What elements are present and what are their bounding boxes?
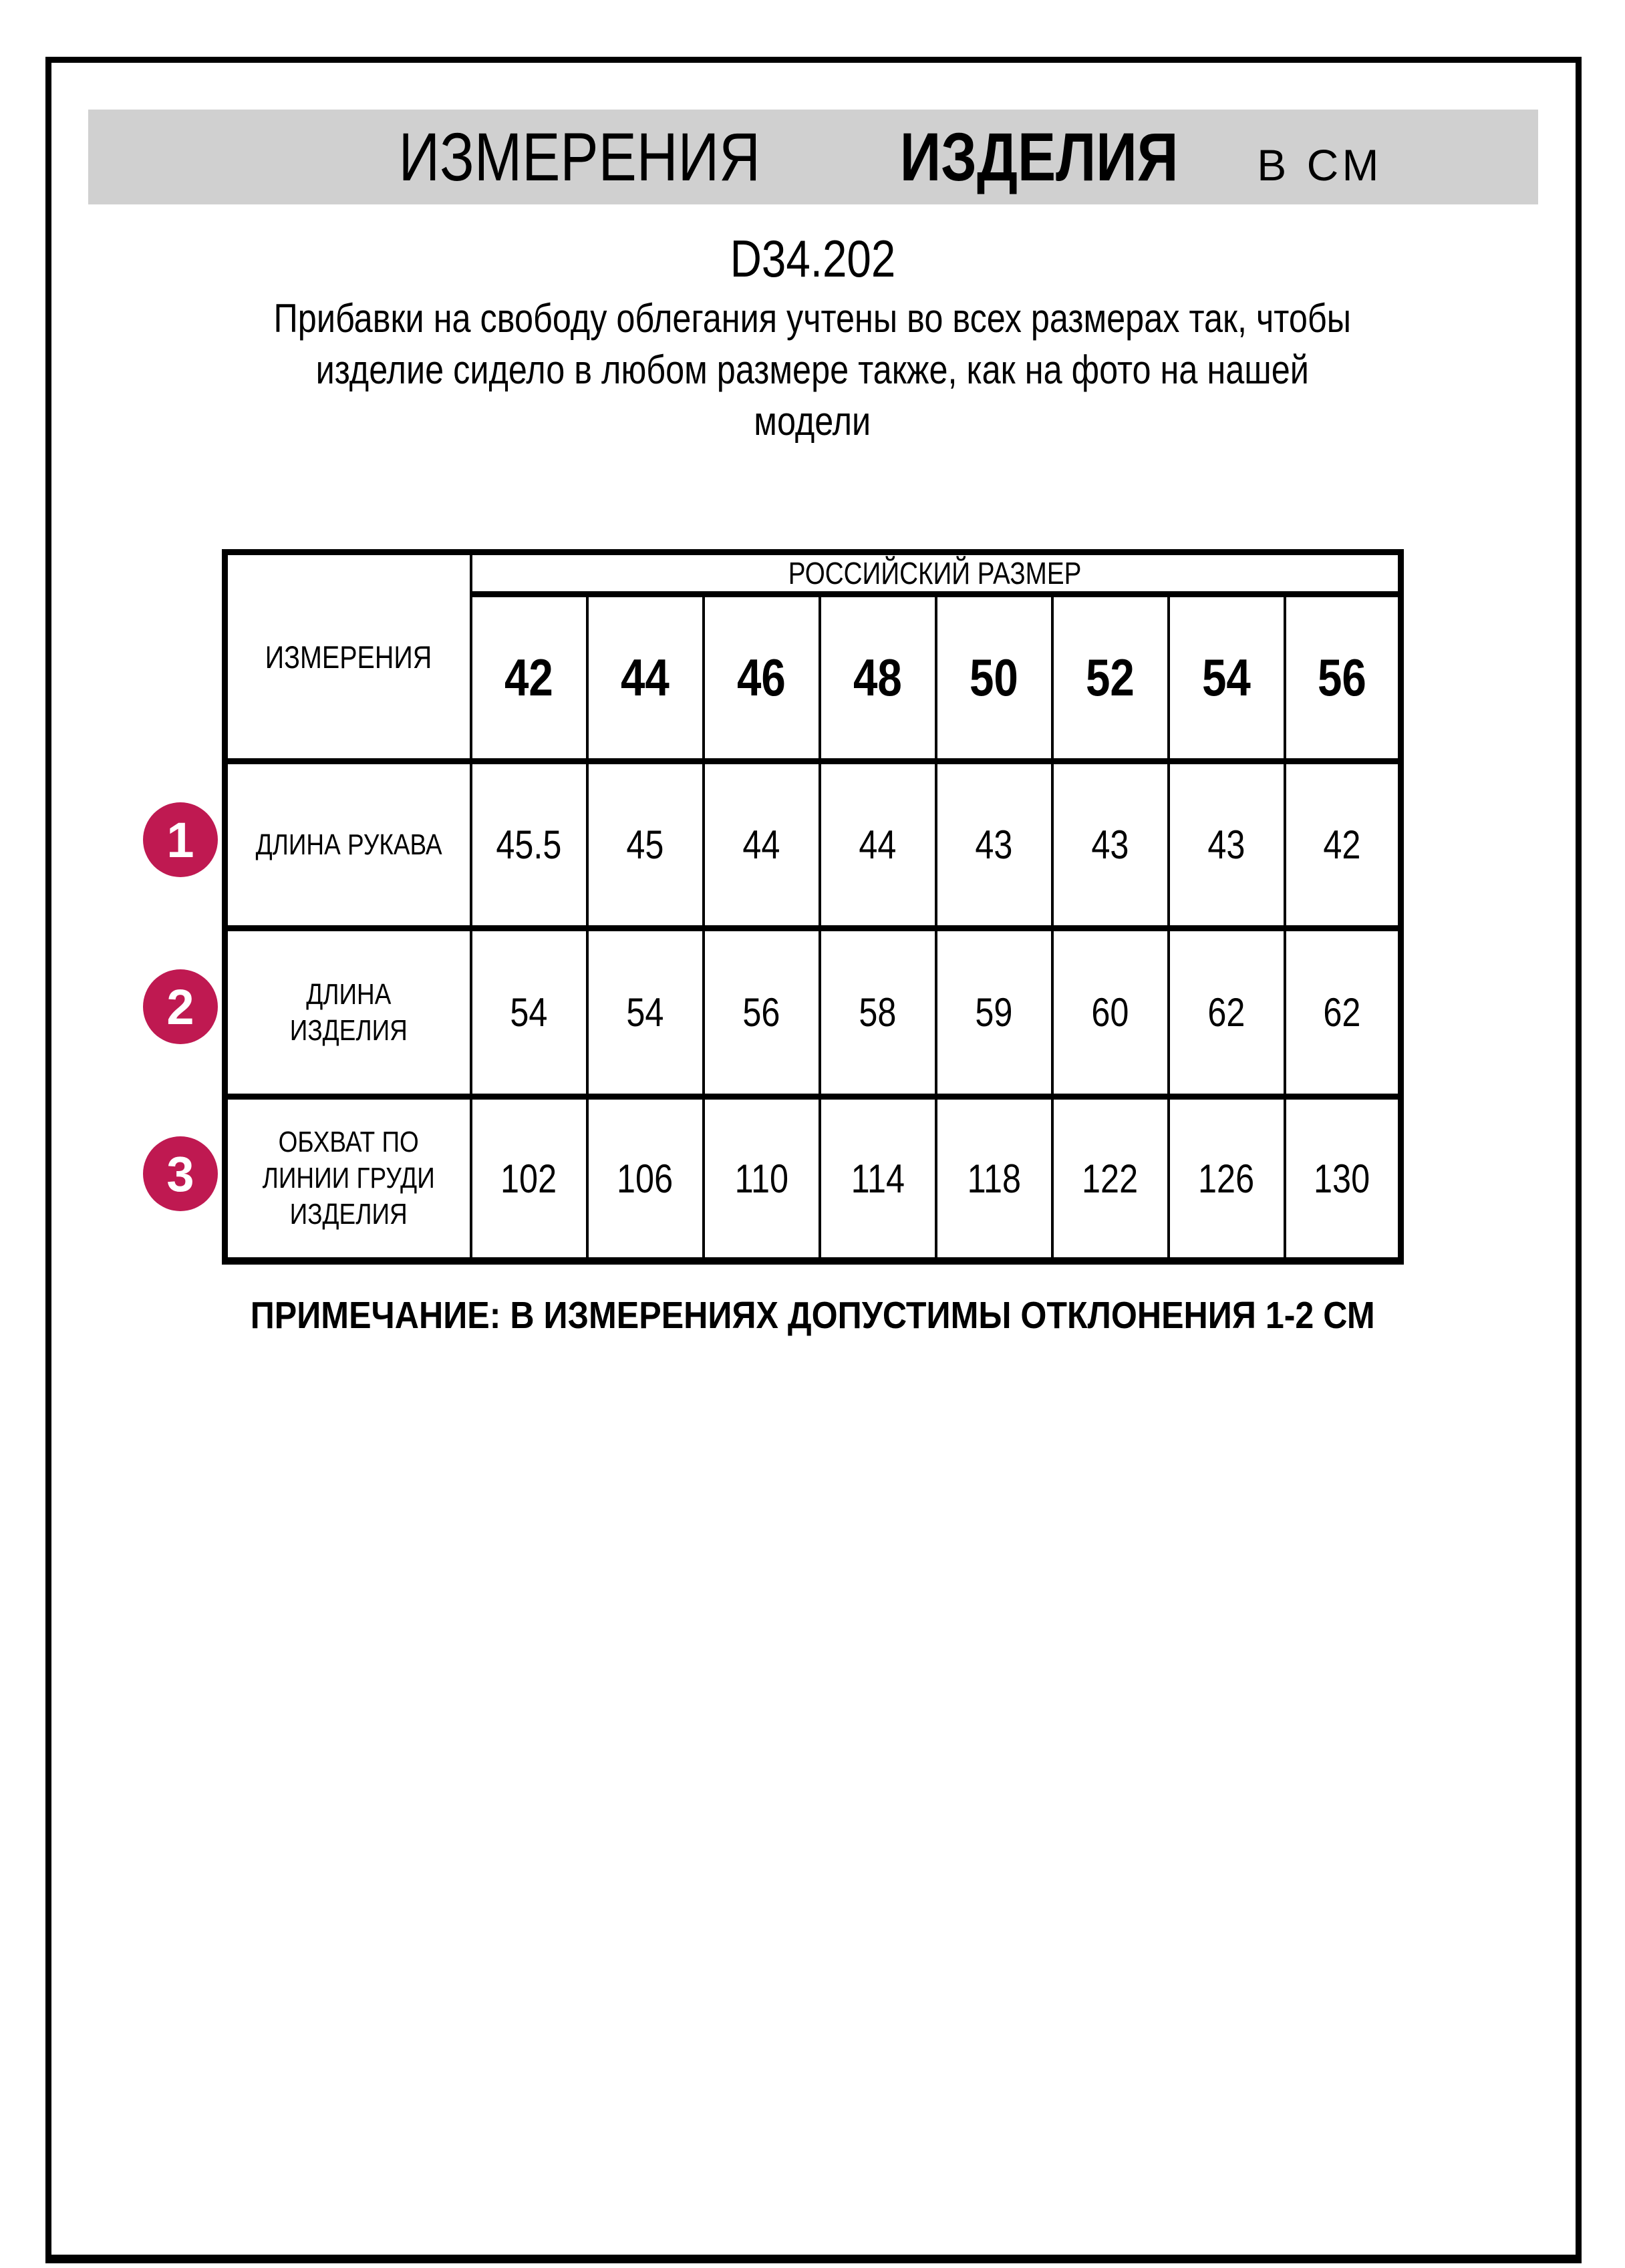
size-header-label: 54 — [1202, 648, 1251, 707]
value-cell: 62 — [1167, 925, 1286, 1098]
value-cell: 62 — [1283, 925, 1402, 1098]
value: 56 — [742, 990, 780, 1035]
value-cell: 56 — [702, 925, 821, 1098]
row-label: ДЛИНА РУКАВА — [255, 828, 442, 861]
value: 54 — [626, 990, 664, 1035]
row-label: ДЛИНА ИЗДЕЛИЯ — [289, 977, 408, 1047]
size-header-label: 52 — [1086, 648, 1135, 707]
measurements-header-cell: ИЗМЕРЕНИЯ — [223, 550, 472, 763]
fit-description-text: Прибавки на свободу облегания учтены во … — [273, 296, 1352, 444]
value-cell: 42 — [1283, 758, 1402, 930]
size-header-label: 50 — [970, 648, 1018, 707]
size-header-cell: 48 — [818, 591, 937, 763]
value: 60 — [1091, 990, 1129, 1035]
value: 58 — [859, 990, 897, 1035]
value: 110 — [734, 1156, 788, 1201]
size-header-cell: 42 — [469, 591, 589, 763]
size-header-label: 48 — [853, 648, 902, 707]
page-border-frame — [45, 57, 1582, 2263]
value: 44 — [859, 822, 897, 867]
value-cell: 43 — [1167, 758, 1286, 930]
measure-point-1-number: 1 — [166, 812, 194, 868]
value-cell: 54 — [469, 925, 589, 1098]
table-row-chest-girth: ОБХВАТ ПО ЛИНИИ ГРУДИ ИЗДЕЛИЯ 102 106 11… — [223, 1094, 1402, 1263]
value-cell: 130 — [1283, 1094, 1402, 1263]
value-cell: 106 — [585, 1094, 705, 1263]
russian-size-header-label: РОССИЙСКИЙ РАЗМЕР — [788, 556, 1082, 591]
russian-size-header-cell: РОССИЙСКИЙ РАЗМЕР — [469, 550, 1402, 596]
title-word-product: ИЗДЕЛИЯ — [899, 118, 1179, 195]
value-cell: 59 — [934, 925, 1054, 1098]
measure-point-3-badge: 3 — [143, 1136, 218, 1211]
size-header-cell: 52 — [1050, 591, 1170, 763]
table-row-item-length: ДЛИНА ИЗДЕЛИЯ 54 54 56 58 59 60 62 62 — [223, 925, 1402, 1098]
value-cell: 43 — [1050, 758, 1170, 930]
size-header-cell: 50 — [934, 591, 1054, 763]
size-header-label: 56 — [1317, 648, 1366, 707]
value-cell: 118 — [934, 1094, 1054, 1263]
measure-point-1-badge: 1 — [143, 802, 218, 877]
tolerance-note-text: ПРИМЕЧАНИЕ: В ИЗМЕРЕНИЯХ ДОПУСТИМЫ ОТКЛО… — [250, 1294, 1375, 1337]
value: 44 — [742, 822, 780, 867]
row-label-cell: ОБХВАТ ПО ЛИНИИ ГРУДИ ИЗДЕЛИЯ — [223, 1094, 472, 1263]
tolerance-note: ПРИМЕЧАНИЕ: В ИЗМЕРЕНИЯХ ДОПУСТИМЫ ОТКЛО… — [0, 1293, 1625, 1337]
table-sizes-row: 42 44 46 48 50 52 54 56 — [225, 591, 1402, 763]
measure-point-2-badge: 2 — [143, 969, 218, 1044]
fit-description: Прибавки на свободу облегания учтены во … — [0, 293, 1625, 447]
value: 45.5 — [496, 822, 562, 867]
value: 54 — [510, 990, 548, 1035]
value-cell: 44 — [818, 758, 937, 930]
product-code: D34.202 — [0, 228, 1625, 289]
row-label-cell: ДЛИНА ИЗДЕЛИЯ — [223, 925, 472, 1098]
value: 102 — [500, 1156, 557, 1201]
value: 59 — [975, 990, 1013, 1035]
size-table: ИЗМЕРЕНИЯ РОССИЙСКИЙ РАЗМЕР 42 44 46 48 … — [222, 549, 1405, 1265]
value: 43 — [1091, 822, 1129, 867]
product-code-text: D34.202 — [730, 229, 895, 288]
value-cell: 54 — [585, 925, 705, 1098]
value: 126 — [1198, 1156, 1255, 1201]
value: 45 — [626, 822, 664, 867]
size-header-cell: 54 — [1167, 591, 1286, 763]
value-cell: 60 — [1050, 925, 1170, 1098]
value-cell: 44 — [702, 758, 821, 930]
value: 106 — [617, 1156, 674, 1201]
value-cell: 122 — [1050, 1094, 1170, 1263]
value-cell: 114 — [818, 1094, 937, 1263]
value-cell: 58 — [818, 925, 937, 1098]
measure-point-2-number: 2 — [166, 979, 194, 1035]
value: 122 — [1082, 1156, 1139, 1201]
table-group-header-row: ИЗМЕРЕНИЯ РОССИЙСКИЙ РАЗМЕР — [223, 550, 1402, 763]
size-header-label: 42 — [504, 648, 553, 707]
measurements-header-label: ИЗМЕРЕНИЯ — [265, 639, 432, 675]
size-header-cell: 56 — [1283, 591, 1402, 763]
value: 62 — [1323, 990, 1361, 1035]
table-row-sleeve-length: ДЛИНА РУКАВА 45.5 45 44 44 43 43 43 42 — [223, 758, 1402, 930]
row-label-cell: ДЛИНА РУКАВА — [223, 758, 472, 930]
value-cell: 45.5 — [469, 758, 589, 930]
size-header-label: 44 — [621, 648, 670, 707]
value: 62 — [1207, 990, 1245, 1035]
value: 118 — [967, 1156, 1021, 1201]
title-word-measurements: ИЗМЕРЕНИЯ — [398, 118, 760, 195]
value-cell: 43 — [934, 758, 1054, 930]
value-cell: 45 — [585, 758, 705, 930]
value-cell: 102 — [469, 1094, 589, 1263]
measure-point-3-number: 3 — [166, 1146, 194, 1202]
title-unit: В СМ — [1257, 140, 1383, 190]
value-cell: 110 — [702, 1094, 821, 1263]
row-label: ОБХВАТ ПО ЛИНИИ ГРУДИ ИЗДЕЛИЯ — [262, 1126, 435, 1231]
size-header-cell: 44 — [585, 591, 705, 763]
value-cell: 126 — [1167, 1094, 1286, 1263]
size-header-cell: 46 — [702, 591, 821, 763]
value: 114 — [851, 1156, 905, 1201]
size-header-label: 46 — [737, 648, 786, 707]
value: 130 — [1314, 1156, 1370, 1201]
value: 42 — [1323, 822, 1361, 867]
title-bar: ИЗМЕРЕНИЯ ИЗДЕЛИЯ В СМ — [88, 110, 1538, 204]
value: 43 — [975, 822, 1013, 867]
title-group: ИЗМЕРЕНИЯ ИЗДЕЛИЯ В СМ — [364, 118, 1383, 196]
value: 43 — [1207, 822, 1245, 867]
